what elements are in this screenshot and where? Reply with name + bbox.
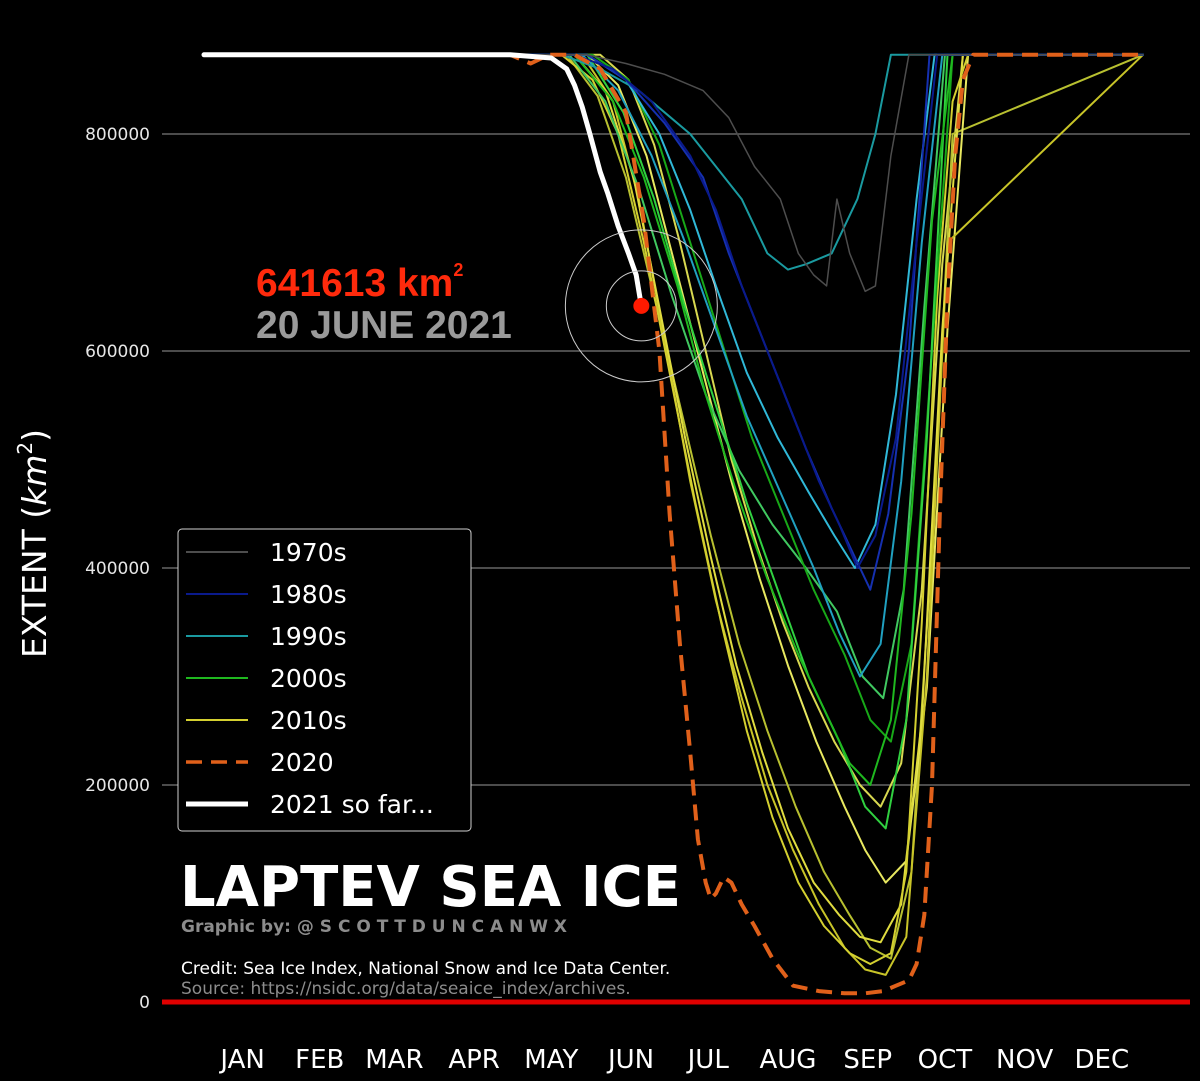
y-tick-label: 600000 [85, 342, 150, 362]
x-tick-label: JUN [606, 1045, 654, 1075]
series-lines [201, 52, 1144, 996]
x-tick-label: AUG [759, 1045, 816, 1075]
x-tick-label: FEB [295, 1045, 344, 1075]
series-line [203, 53, 1144, 569]
byline: Graphic by: @ S C O T T D U N C A N W X [181, 917, 567, 937]
y-tick-label: 0 [139, 993, 150, 1013]
legend-label: 1980s [270, 580, 347, 609]
y-tick-label: 200000 [85, 776, 150, 796]
series-line [203, 53, 1144, 965]
legend-label: 2020 [270, 748, 334, 777]
y-tick-labels: 0 200000 400000 600000 800000 [85, 125, 150, 1013]
y-tick-label: 400000 [85, 559, 150, 579]
series-line [203, 53, 1144, 884]
x-tick-labels: JAN FEB MAR APR MAY JUN JUL AUG SEP OCT NOV DEC [218, 1045, 1129, 1075]
series-line [204, 52, 1143, 996]
current-value-annotation: 641613 km2 20 JUNE 2021 [256, 229, 718, 383]
y-axis-label: EXTENT (km2) [13, 429, 54, 658]
series-line [201, 52, 644, 309]
highlight-ring-inner [605, 270, 677, 342]
x-tick-label: MAY [524, 1045, 578, 1075]
x-tick-label: DEC [1075, 1045, 1130, 1075]
series-line [203, 53, 1144, 830]
legend-label: 2021 so far... [270, 790, 434, 819]
series-line [203, 53, 1144, 786]
series-line [203, 54, 1144, 293]
legend-label: 2000s [270, 664, 347, 693]
x-tick-label: JUL [686, 1045, 730, 1075]
series-line [203, 53, 1144, 700]
x-tick-label: OCT [918, 1045, 973, 1075]
annotation-value: 641613 km2 [256, 260, 463, 305]
x-tick-label: MAR [365, 1045, 423, 1075]
legend: 1970s 1980s 1990s 2000s 2010s 2020 2021 so far… [177, 528, 472, 832]
x-tick-label: JAN [218, 1045, 264, 1075]
legend-label: 1970s [270, 538, 347, 567]
x-tick-label: NOV [996, 1045, 1053, 1075]
series-line [203, 53, 1144, 678]
y-tick-label: 800000 [85, 125, 150, 145]
series-line [203, 53, 1144, 569]
legend-label: 2010s [270, 706, 347, 735]
source-text: Source: https://nsidc.org/data/seaice_in… [181, 979, 631, 999]
credit-text: Credit: Sea Ice Index, National Snow and… [181, 959, 670, 979]
chart-title: LAPTEV SEA ICE [180, 855, 681, 920]
highlight-ring-outer [564, 229, 718, 383]
annotation-date: 20 JUNE 2021 [256, 304, 512, 347]
x-tick-label: SEP [843, 1045, 892, 1075]
x-tick-label: APR [448, 1045, 500, 1075]
current-value-marker [633, 297, 650, 314]
legend-label: 1990s [270, 622, 347, 651]
